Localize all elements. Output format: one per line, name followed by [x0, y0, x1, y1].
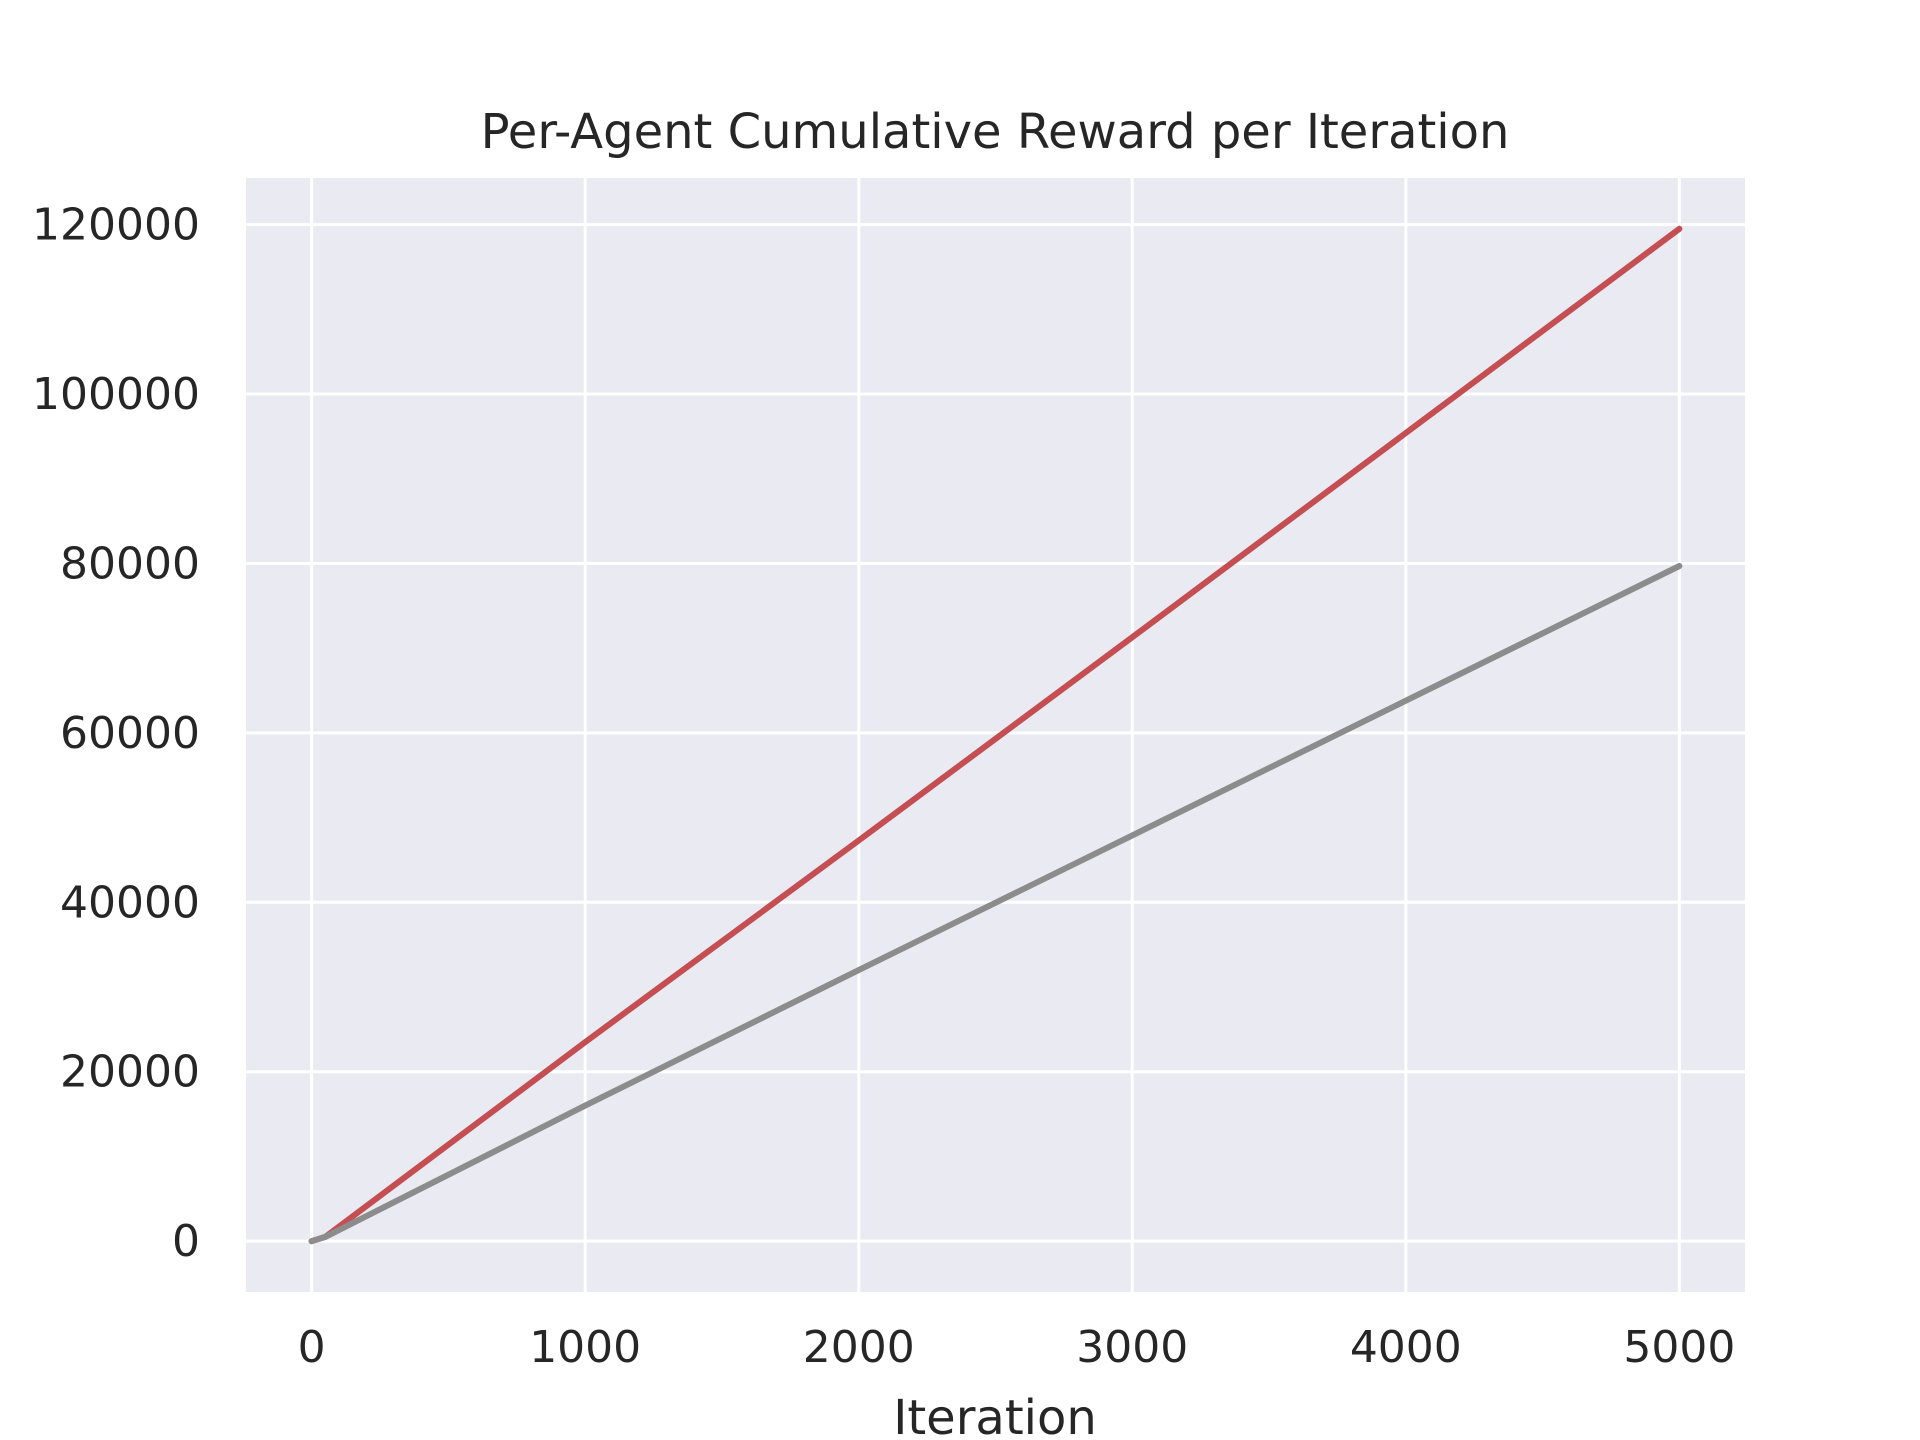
- x-axis-label: Iteration: [893, 1390, 1097, 1440]
- y-tick-label: 100000: [32, 369, 200, 420]
- y-tick-label: 0: [172, 1216, 200, 1267]
- y-tick-label: 20000: [60, 1047, 200, 1098]
- y-tick-label: 120000: [32, 200, 200, 251]
- series-line-2: [308, 563, 1683, 1245]
- y-tick-label: 80000: [60, 538, 200, 589]
- x-tick-label: 4000: [1350, 1322, 1462, 1373]
- y-tick-labels: 0 20000 40000 60000 80000 100000 120000: [32, 200, 200, 1268]
- series-layer: [308, 225, 1683, 1245]
- y-tick-label: 60000: [60, 708, 200, 759]
- y-tick-label: 40000: [60, 877, 200, 928]
- x-tick-label: 3000: [1076, 1322, 1188, 1373]
- x-tick-label: 2000: [803, 1322, 915, 1373]
- x-tick-label: 1000: [529, 1322, 641, 1373]
- x-tick-label: 5000: [1623, 1322, 1735, 1373]
- x-tick-labels: 0 1000 2000 3000 4000 5000: [298, 1322, 1736, 1373]
- chart-title: Per-Agent Cumulative Reward per Iteratio…: [481, 104, 1510, 160]
- x-tick-label: 0: [298, 1322, 326, 1373]
